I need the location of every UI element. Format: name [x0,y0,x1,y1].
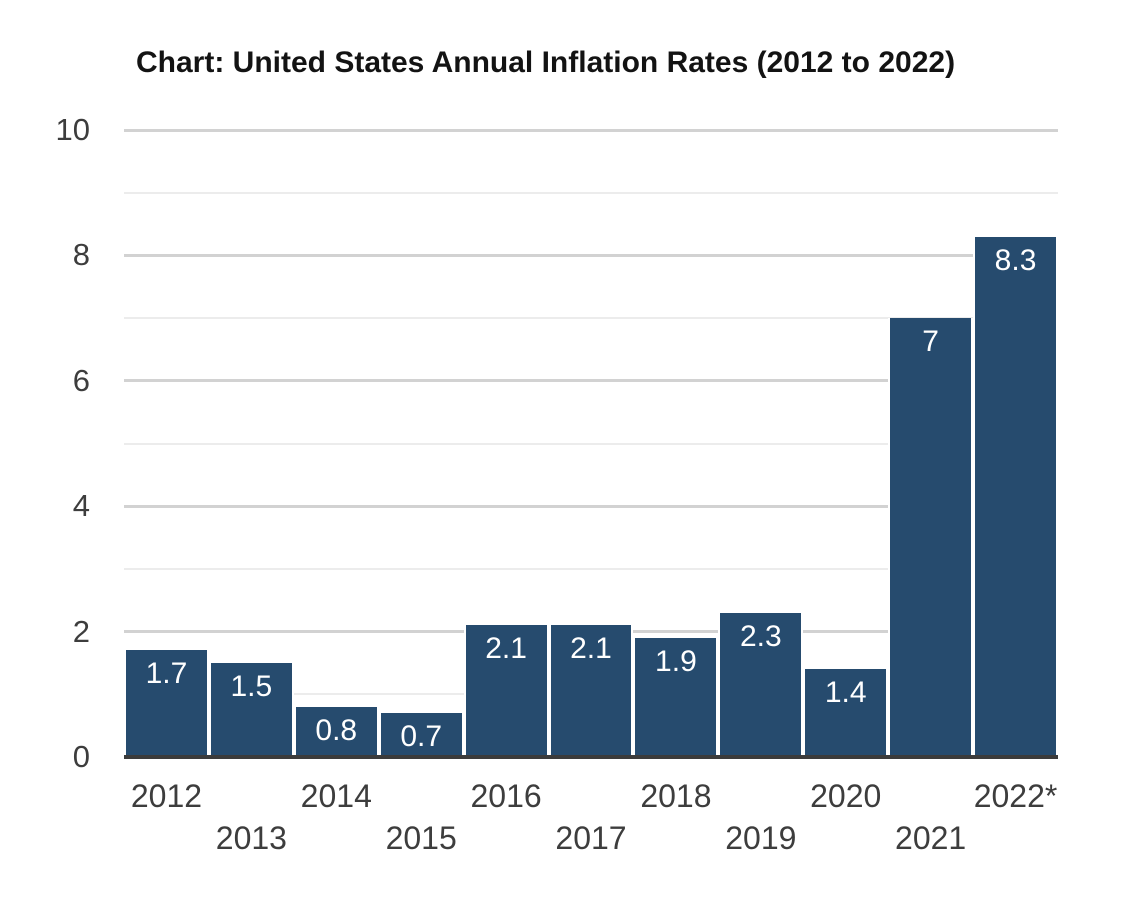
bar-2013 [208,662,294,758]
y-tick-label: 4 [72,488,90,524]
x-tick-label: 2016 [470,778,542,814]
minor-gridline [124,317,1058,320]
x-tick-label: 2012 [130,778,203,814]
y-tick-label: 10 [55,112,90,147]
x-tick-label: 2013 [215,820,287,856]
bar-2017 [548,625,634,758]
x-tick-label: 2014 [300,778,372,814]
y-tick-label: 2 [72,613,90,649]
bar-value-label: 1.9 [655,644,697,678]
bar-2014 [293,706,379,758]
y-tick-label: 0 [72,739,90,774]
minor-gridline [124,567,1058,570]
bar-2016 [463,625,549,758]
x-tick-label: 2018 [640,778,712,814]
bar-value-label: 2.1 [570,632,612,666]
bar-value-label: 1.7 [145,657,188,691]
major-gridline [124,253,1058,257]
y-tick-label: 6 [72,362,90,398]
chart-title: Chart: United States Annual Inflation Ra… [136,46,956,79]
bar-value-label: 8.3 [994,243,1037,277]
bar-value-label: 0.8 [315,713,358,747]
major-gridline [124,379,1058,383]
bar-2012 [124,650,209,758]
major-gridline [124,504,1058,508]
bar-2021 [888,318,974,758]
bar-2022 [973,236,1058,758]
x-tick-label: 2019 [725,820,797,856]
bar-value-label: 7 [922,325,939,359]
major-gridline [124,128,1058,132]
bar-value-label: 2.1 [485,632,527,666]
bar-value-label: 1.5 [230,669,273,703]
bar-2019 [718,612,804,758]
x-tick-label: 2022* [973,778,1058,814]
x-tick-label: 2017 [555,820,627,856]
minor-gridline [124,442,1058,445]
bar-2020 [803,669,889,758]
bar-value-label: 1.4 [824,676,867,710]
bar-value-label: 0.7 [400,720,443,754]
bar-2018 [633,637,719,758]
y-tick-label: 8 [72,237,90,273]
x-axis-line [124,755,1058,759]
bar-2015 [378,713,464,758]
minor-gridline [124,191,1058,194]
bar-value-label: 2.3 [739,619,782,653]
x-tick-label: 2020 [810,778,882,814]
x-tick-label: 2015 [385,820,457,856]
x-tick-label: 2021 [895,820,967,856]
